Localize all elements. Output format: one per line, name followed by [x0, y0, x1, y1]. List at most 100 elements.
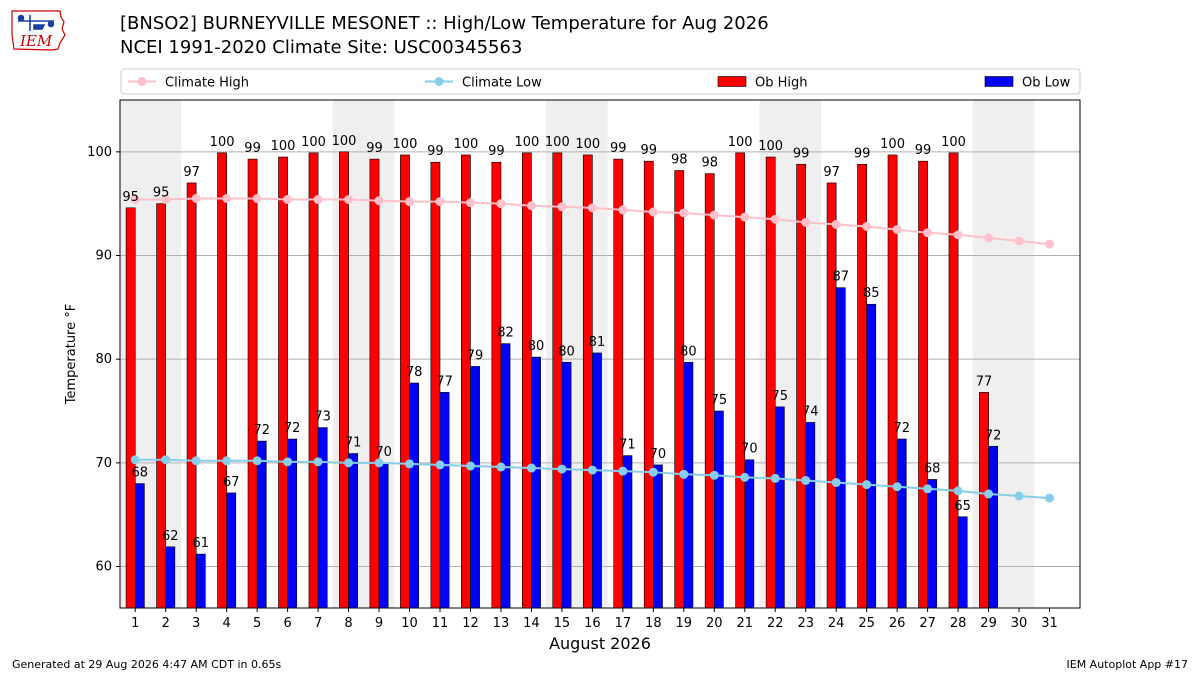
ob-high-label: 99 — [854, 146, 871, 161]
climate-low-point — [374, 458, 384, 468]
ob-high-bar — [369, 158, 380, 609]
ob-high-label: 99 — [640, 143, 657, 158]
ob-high-bar — [521, 152, 532, 609]
ob-high-bar — [217, 152, 227, 609]
climate-low-point — [648, 467, 658, 477]
plot-frame — [119, 99, 1081, 609]
climate-high-point — [405, 197, 415, 207]
climate-high-point — [222, 193, 232, 203]
x-tick-label: 27 — [919, 616, 936, 631]
y-axis-label: Temperature °F — [64, 304, 79, 405]
ob-low-label: 80 — [558, 344, 575, 359]
x-tick-label: 28 — [950, 616, 967, 631]
ob-low-bar — [348, 453, 359, 609]
ob-low-bar — [256, 440, 267, 609]
climate-high-point — [191, 193, 201, 203]
ob-low-label: 67 — [223, 475, 240, 490]
ob-low-bar — [713, 410, 724, 609]
x-tick-label: 18 — [645, 616, 662, 631]
climate-low-point — [283, 457, 293, 467]
ob-low-bar — [866, 303, 877, 609]
ob-high-label: 95 — [122, 190, 139, 205]
ob-low-label: 80 — [528, 339, 545, 354]
ob-low-label: 73 — [314, 410, 331, 425]
x-tick-label: 5 — [253, 616, 261, 631]
climate-low-point — [465, 461, 475, 471]
climate-high-point — [1045, 239, 1055, 249]
ob-low-bar — [317, 427, 328, 609]
climate-low-point — [191, 456, 201, 466]
ob-high-bar — [582, 154, 593, 609]
ob-low-bar — [957, 516, 968, 609]
x-tick-label: 29 — [980, 616, 997, 631]
climate-low-point — [313, 457, 323, 467]
climate-high-point — [984, 233, 994, 243]
climate-low-point — [953, 486, 963, 496]
ob-low-label: 62 — [162, 529, 179, 544]
x-tick-label: 6 — [283, 616, 291, 631]
ob-low-bar — [470, 366, 480, 609]
ob-high-bar — [704, 173, 715, 609]
climate-high-point — [862, 221, 872, 231]
ob-low-bar — [927, 479, 938, 609]
app-credit: IEM Autoplot App #17 — [1066, 658, 1189, 671]
generated-timestamp: Generated at 29 Aug 2026 4:47 AM CDT in … — [12, 658, 282, 671]
ob-low-label: 61 — [192, 536, 209, 551]
climate-low-point — [984, 489, 994, 499]
climate-high-point — [801, 217, 811, 227]
x-tick-label: 2 — [162, 616, 170, 631]
ob-low-bar — [744, 459, 755, 609]
climate-low-point — [344, 458, 354, 468]
ob-low-label: 72 — [253, 423, 270, 438]
ob-low-label: 70 — [650, 447, 667, 462]
climate-low-point — [435, 460, 445, 470]
x-tick-label: 16 — [584, 616, 601, 631]
x-tick-label: 11 — [432, 616, 449, 631]
ob-low-label: 85 — [863, 286, 880, 301]
x-tick-label: 1 — [131, 616, 139, 631]
ob-high-bar — [247, 158, 258, 609]
x-tick-label: 7 — [314, 616, 322, 631]
x-tick-label: 12 — [462, 616, 479, 631]
ob-high-label: 100 — [728, 135, 753, 150]
x-tick-label: 26 — [889, 616, 906, 631]
ob-high-label: 100 — [880, 137, 905, 152]
ob-high-label: 97 — [823, 165, 840, 180]
legend-ob-high-swatch — [717, 76, 747, 87]
climate-high-point — [283, 195, 293, 205]
ob-high-bar — [339, 151, 349, 609]
climate-low-point — [709, 470, 719, 480]
ob-low-label: 79 — [467, 348, 484, 363]
climate-low-point — [862, 480, 872, 490]
climate-high-point — [679, 208, 689, 218]
climate-low-point — [222, 456, 232, 466]
ob-low-label: 78 — [406, 365, 423, 380]
climate-low-point — [1014, 491, 1024, 501]
ob-low-label: 68 — [132, 466, 149, 481]
climate-high-point — [465, 198, 475, 208]
ob-low-bar — [774, 406, 785, 609]
ob-high-label: 100 — [453, 137, 478, 152]
climate-low-point — [161, 455, 171, 465]
climate-high-point — [1014, 236, 1024, 246]
x-axis-label: August 2026 — [549, 634, 651, 653]
ob-low-label: 75 — [711, 393, 728, 408]
ob-high-bar — [156, 203, 167, 609]
climate-low-point — [526, 463, 536, 473]
ob-high-bar — [613, 158, 624, 609]
iowa-outline-icon — [11, 10, 66, 51]
ob-high-bar — [491, 161, 502, 609]
climate-high-point — [923, 228, 933, 238]
x-tick-label: 3 — [192, 616, 200, 631]
ob-high-bar — [857, 163, 867, 609]
ob-high-label: 100 — [393, 137, 418, 152]
ob-high-bar — [278, 156, 288, 609]
climate-high-point — [770, 214, 780, 224]
ob-low-label: 72 — [284, 421, 301, 436]
ob-high-label: 99 — [793, 146, 810, 161]
climate-low-point — [801, 475, 811, 485]
ob-low-bar — [653, 464, 663, 609]
ob-high-label: 100 — [301, 135, 326, 150]
legend-climate-low-marker — [434, 77, 444, 86]
